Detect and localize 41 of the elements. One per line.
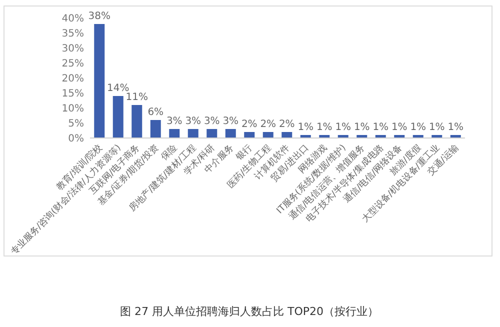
data-label: 2% [278, 119, 295, 130]
bar [206, 129, 218, 138]
data-label: 2% [260, 119, 276, 130]
data-label: 1% [335, 122, 352, 133]
bar [112, 96, 124, 138]
y-tick-label: 20% [62, 74, 84, 84]
y-tick-label: 5% [68, 118, 84, 130]
bar [132, 105, 142, 138]
data-label: 3% [185, 116, 202, 127]
data-label: 3% [222, 116, 239, 127]
bar [150, 120, 161, 138]
bar [262, 132, 274, 138]
bar [244, 132, 255, 138]
bar [169, 129, 180, 138]
data-label: 1% [428, 122, 445, 133]
bar [94, 24, 105, 138]
data-label: 1% [391, 122, 408, 133]
y-tick-label: 40% [62, 14, 84, 24]
y-tick-label: 0% [68, 134, 84, 144]
data-label: 1% [298, 122, 314, 133]
data-label: 1% [448, 122, 464, 133]
y-tick-label: 25% [62, 58, 84, 70]
data-label: 1% [354, 122, 370, 133]
y-tick-label: 10% [62, 104, 84, 114]
data-label: 1% [316, 122, 332, 133]
data-label: 11% [126, 92, 148, 103]
data-label: 38% [88, 11, 110, 22]
y-tick-label: 15% [62, 88, 84, 100]
data-label: 3% [204, 116, 220, 127]
text: 图 27 用人单位招聘海归人数占比 TOP20（按行业） [120, 305, 378, 318]
bar [225, 129, 236, 138]
y-tick-label: 30% [62, 44, 84, 54]
data-label: 6% [148, 107, 164, 118]
data-label: 14% [107, 83, 130, 94]
bar [282, 132, 292, 138]
data-label: 1% [372, 122, 389, 133]
bar [188, 129, 198, 138]
y-tick-label: 35% [62, 28, 84, 40]
data-label: 2% [241, 119, 258, 130]
data-label: 1% [410, 122, 426, 133]
data-label: 3% [166, 116, 182, 127]
